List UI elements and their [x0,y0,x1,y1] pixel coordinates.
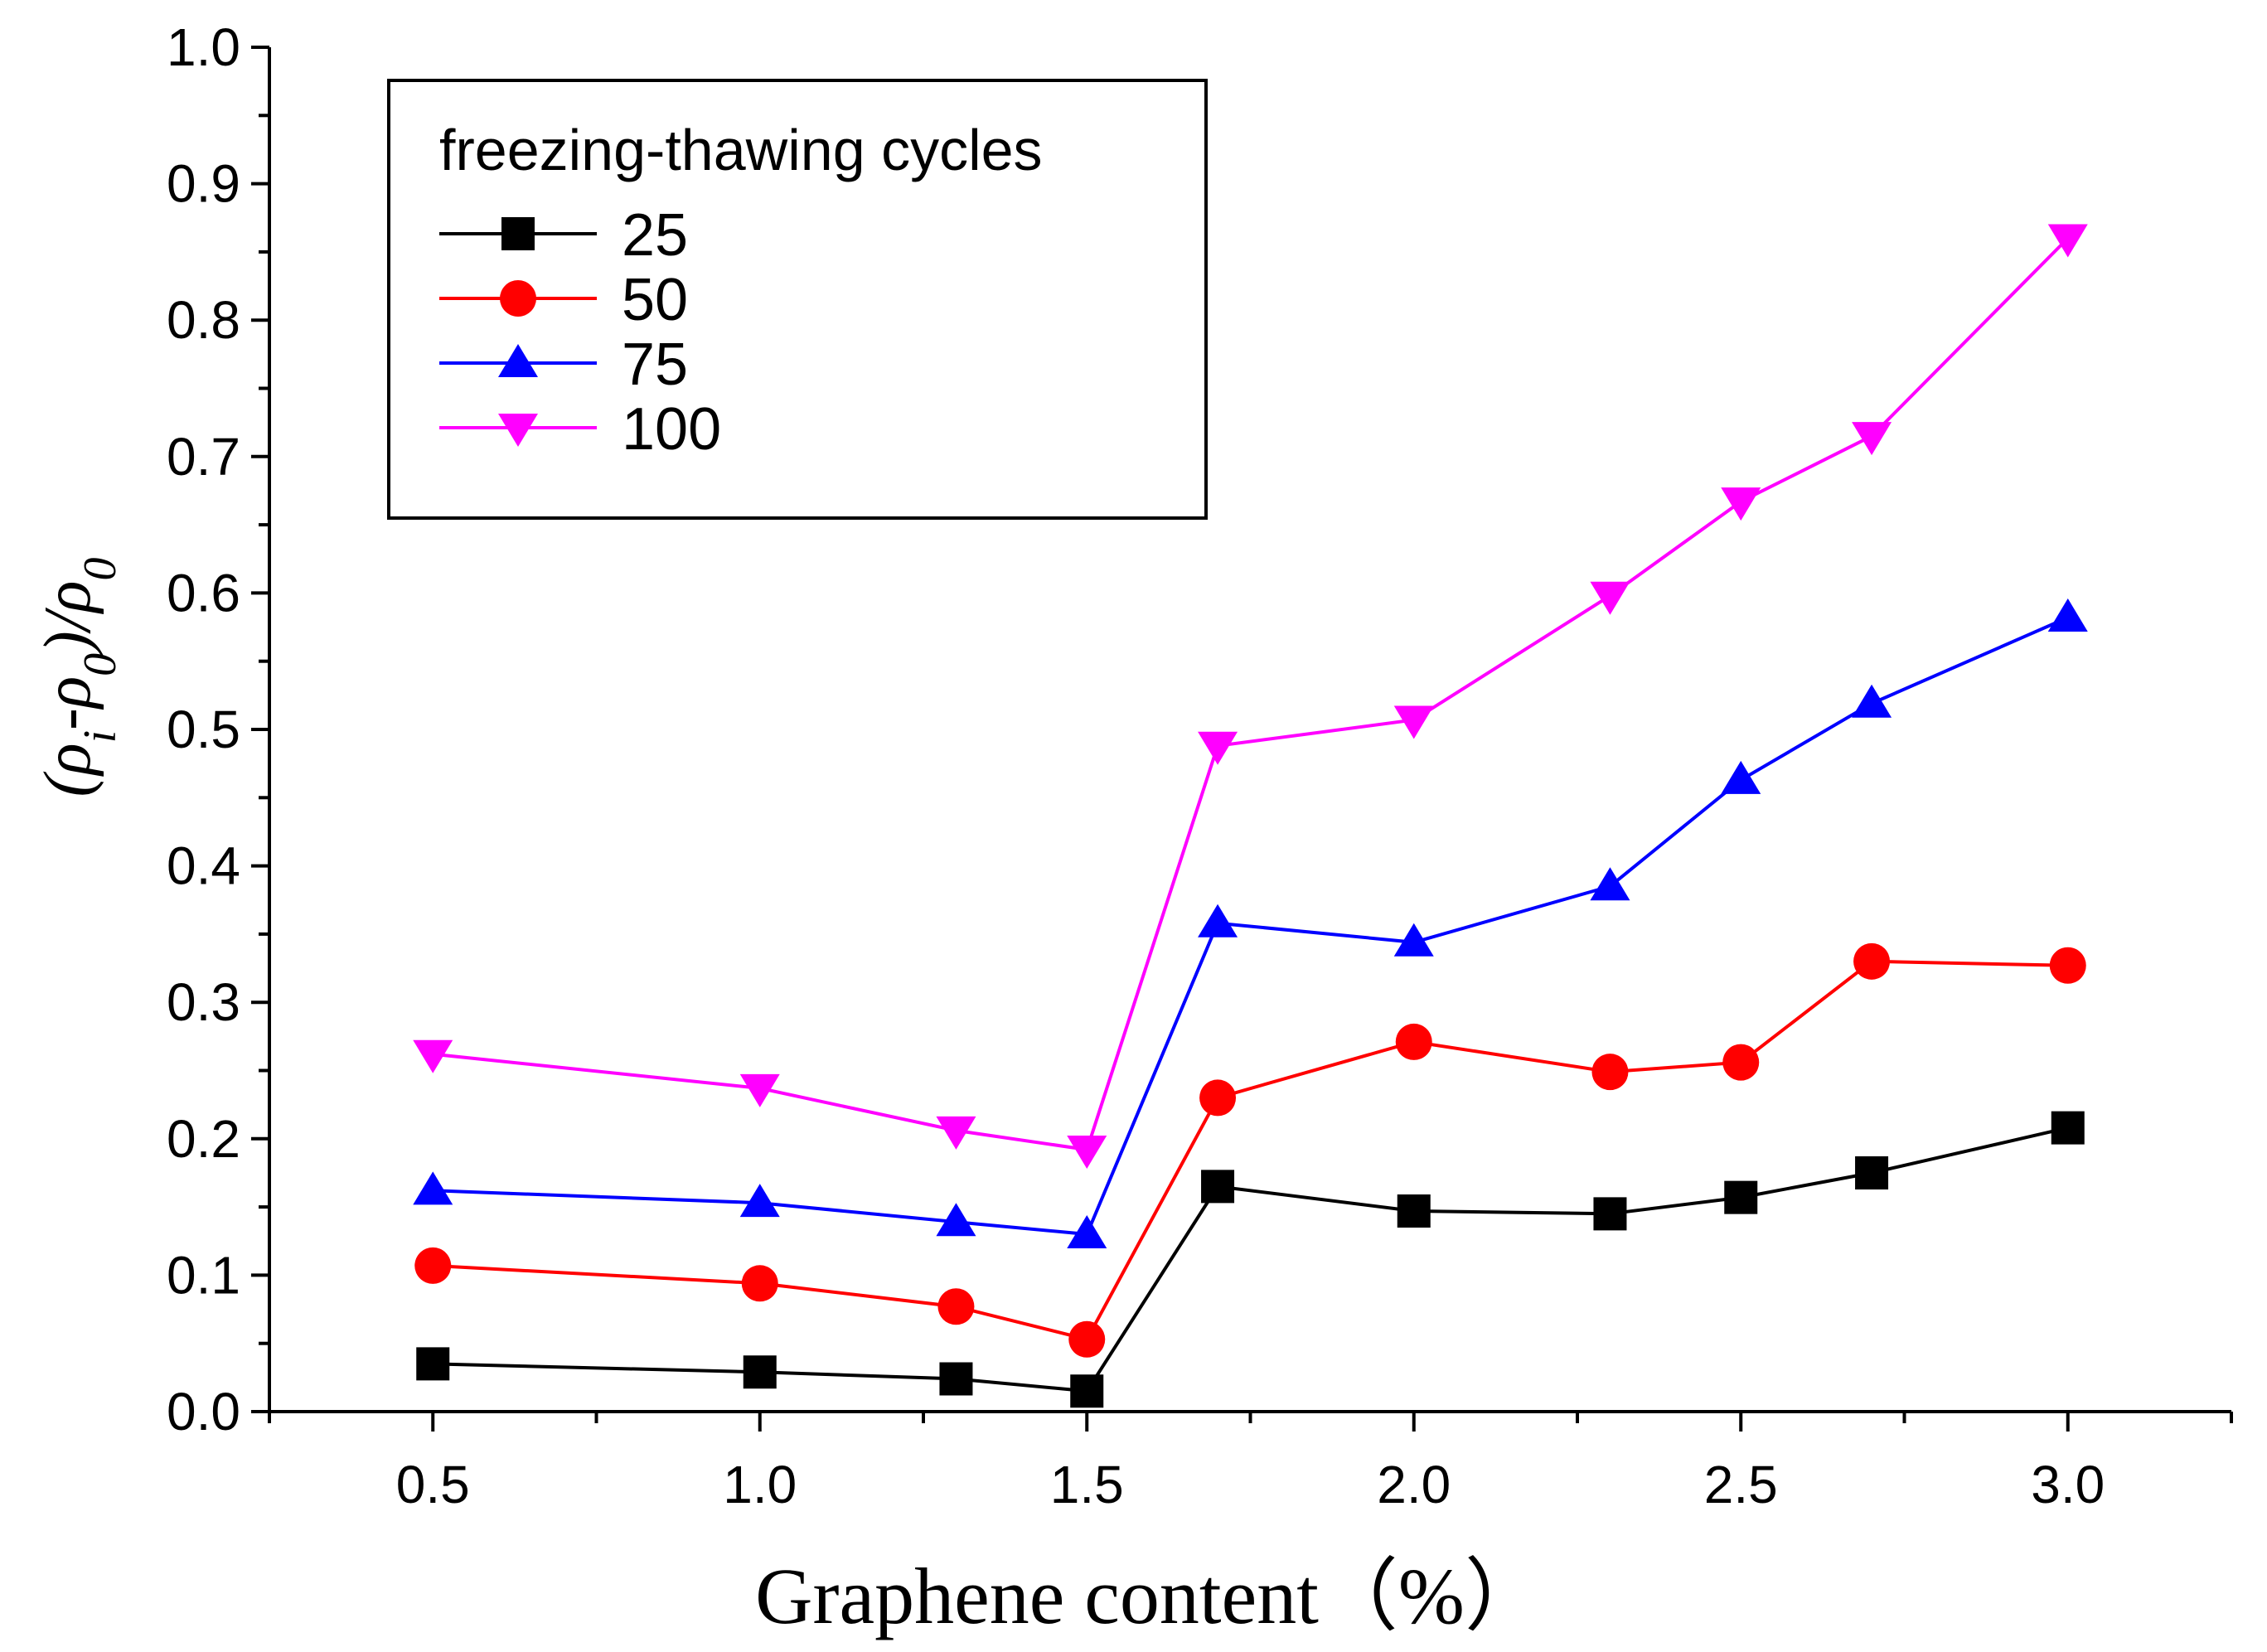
data-point-25 [1724,1180,1758,1214]
legend-item-25: 25 [439,202,688,269]
legend-label-75: 75 [622,332,688,398]
data-point-100 [739,1073,780,1107]
data-point-100 [1067,1135,1107,1169]
y-tick-label: 0.5 [167,700,240,759]
y-tick-label: 0.1 [167,1245,240,1305]
data-point-100 [2047,224,2088,258]
data-point-75 [413,1171,453,1205]
data-point-25 [1070,1374,1104,1408]
data-point-75 [936,1203,976,1237]
y-tick-label: 0.6 [167,563,240,623]
y-axis-label: (ρi-ρ0)/ρ0 [31,558,126,797]
legend-label-50: 50 [622,267,688,333]
y-tick-label: 0.8 [167,290,240,350]
legend-marker-50 [500,280,536,317]
y-label-sub-i: i [75,730,126,744]
legend-item-100: 100 [439,396,721,463]
data-point-100 [1590,581,1630,615]
y-tick-label: 0.0 [167,1382,240,1441]
y-label-open: ( [31,771,104,797]
series-group [413,224,2088,1408]
y-label-minus: - [31,708,104,730]
data-point-75 [1198,904,1238,937]
data-point-50 [937,1288,975,1325]
legend-item-50: 50 [439,267,688,333]
data-point-100 [1393,705,1434,739]
data-point-75 [2047,598,2088,632]
data-point-25 [416,1347,450,1381]
data-point-25 [1593,1197,1627,1231]
series-line-75 [433,616,2069,1237]
series-50 [414,942,2086,1358]
data-point-75 [1721,760,1761,794]
data-point-50 [1068,1320,1106,1358]
data-point-50 [414,1247,452,1284]
y-tick-label: 0.7 [167,427,240,487]
data-point-25 [939,1362,973,1396]
y-label-sub-0: 0 [75,653,126,676]
series-25 [416,1111,2085,1408]
legend-label-25: 25 [622,202,688,269]
series-100 [413,224,2088,1169]
data-point-100 [413,1039,453,1073]
legend-item-75: 75 [439,332,688,398]
data-point-25 [1397,1194,1431,1228]
data-point-100 [1198,731,1238,765]
series-75 [413,598,2088,1249]
y-label-rho-i: ρ [31,743,104,777]
y-tick-label: 0.2 [167,1109,240,1169]
y-tick-label: 0.3 [167,972,240,1032]
y-tick-label: 0.9 [167,154,240,214]
series-line-100 [433,236,2070,1152]
data-point-50 [741,1265,778,1302]
data-point-25 [2051,1111,2085,1145]
data-point-25 [1201,1170,1235,1204]
x-tick-label: 2.0 [1377,1455,1451,1514]
x-tick-label: 1.5 [1050,1455,1124,1514]
data-point-100 [1852,422,1892,456]
y-label-sub-den: 0 [75,558,126,581]
data-point-50 [1591,1054,1629,1091]
y-label-rho-den: ρ [31,581,104,615]
legend-marker-100 [498,414,538,447]
series-line-25 [433,1126,2069,1393]
y-axis-ticks: 0.0 0.1 0.2 0.3 0.4 0.5 0.6 0.7 0.8 0.9 1.0 [167,17,269,1441]
data-point-50 [1722,1044,1760,1081]
y-label-rho-0: ρ [31,676,104,710]
legend-label-100: 100 [622,396,721,463]
x-tick-label: 1.0 [723,1455,797,1514]
data-point-100 [1721,487,1761,521]
y-tick-label: 1.0 [167,17,240,77]
legend-marker-25 [501,217,535,250]
data-point-50 [2049,947,2086,984]
data-point-75 [1393,923,1434,957]
legend-title: freezing-thawing cycles [439,118,1043,182]
data-point-100 [936,1116,976,1150]
x-tick-label: 2.5 [1704,1455,1778,1514]
data-point-50 [1395,1023,1432,1060]
data-point-75 [1590,867,1630,901]
x-axis-ticks: 0.5 1.0 1.5 2.0 2.5 3.0 [268,1412,2233,1514]
x-axis-label: Graphene content（%） [755,1552,1544,1640]
data-point-50 [1199,1079,1237,1117]
series-line-50 [433,959,2068,1342]
data-point-25 [743,1355,777,1389]
data-point-75 [1852,684,1892,718]
data-point-50 [1853,942,1891,980]
data-point-75 [1067,1215,1107,1249]
legend-marker-75 [498,344,538,377]
y-label-close-div: )/ [31,607,104,656]
x-tick-label: 3.0 [2031,1455,2105,1514]
data-point-75 [739,1184,780,1218]
y-tick-label: 0.4 [167,836,240,896]
x-tick-label: 0.5 [396,1455,470,1514]
data-point-25 [1855,1155,1889,1189]
